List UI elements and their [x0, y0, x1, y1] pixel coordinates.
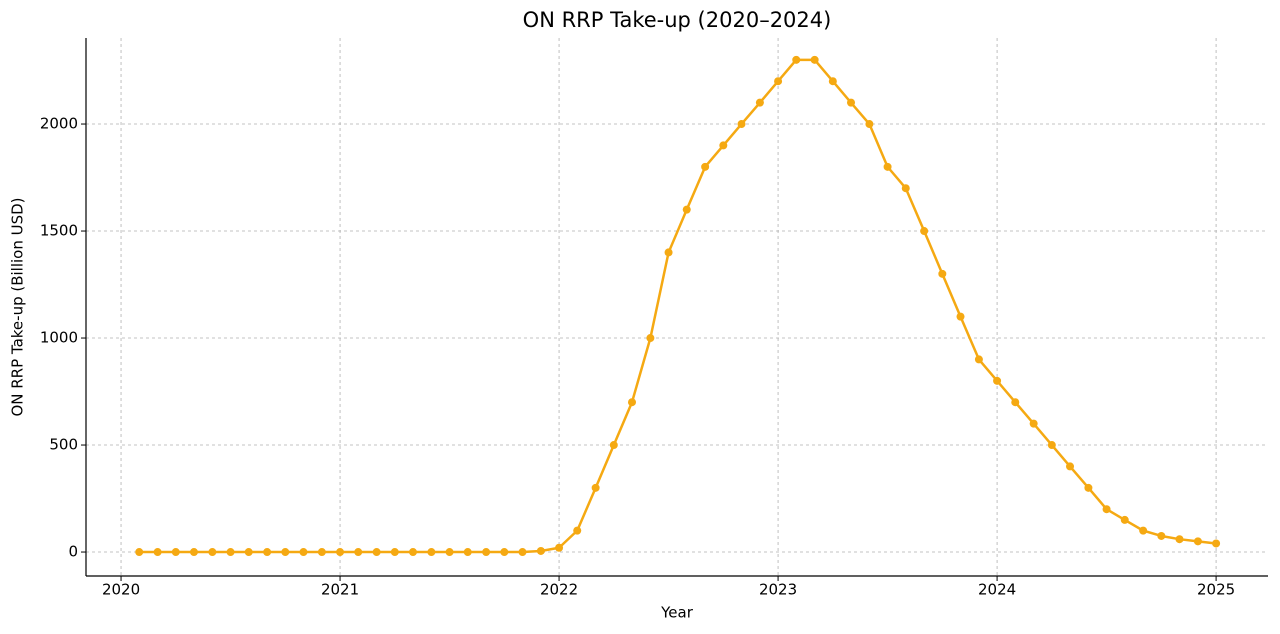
marker	[408, 548, 417, 557]
marker	[1011, 398, 1020, 407]
marker	[956, 312, 965, 321]
marker	[555, 543, 564, 552]
line	[139, 58, 1217, 554]
y-axis-label: ON RRP Take-up (Billion USD)	[9, 197, 27, 416]
chart-title: ON RRP Take-up (2020–2024)	[523, 8, 832, 32]
marker	[336, 548, 345, 557]
marker	[482, 548, 491, 557]
marker	[372, 548, 381, 557]
marker	[1175, 535, 1184, 544]
marker	[445, 548, 454, 557]
marker	[317, 548, 326, 557]
marker	[1157, 531, 1166, 540]
marker	[828, 77, 837, 86]
marker	[974, 355, 983, 364]
marker	[646, 334, 655, 343]
marker	[938, 269, 947, 278]
marker	[627, 398, 636, 407]
x-axis-label: Year	[660, 604, 694, 622]
marker	[792, 55, 801, 64]
marker	[208, 548, 217, 557]
marker	[1047, 441, 1056, 450]
marker	[719, 141, 728, 150]
marker	[390, 548, 399, 557]
marker	[664, 248, 673, 257]
marker	[883, 162, 892, 171]
marker	[226, 548, 235, 557]
marker	[263, 548, 272, 557]
x-tick-label: 2024	[978, 581, 1016, 599]
marker	[737, 120, 746, 129]
marker	[1084, 483, 1093, 492]
y-tick-label: 500	[49, 436, 78, 454]
y-tick-label: 2000	[40, 115, 78, 133]
y-tick-label: 0	[68, 543, 78, 561]
marker	[920, 227, 929, 236]
y-tick-label: 1500	[40, 222, 78, 240]
marker	[847, 98, 856, 107]
x-tick-label: 2020	[102, 581, 140, 599]
marker	[171, 548, 180, 557]
marker	[1029, 419, 1038, 428]
marker	[1066, 462, 1075, 471]
marker	[573, 526, 582, 535]
marker	[1212, 539, 1221, 548]
marker	[500, 548, 509, 557]
marker	[865, 120, 874, 129]
x-tick-label: 2021	[321, 581, 359, 599]
marker	[189, 548, 198, 557]
marker	[1120, 515, 1129, 524]
x-tick-label: 2022	[540, 581, 578, 599]
marker	[682, 205, 691, 214]
marker	[427, 548, 436, 557]
marker	[774, 77, 783, 86]
marker	[755, 98, 764, 107]
marker	[354, 548, 363, 557]
marker	[701, 162, 710, 171]
marker	[299, 548, 308, 557]
marker	[1102, 505, 1111, 514]
marker	[463, 548, 472, 557]
x-tick-label: 2025	[1197, 581, 1235, 599]
marker	[518, 548, 527, 557]
marker	[901, 184, 910, 193]
marker	[281, 548, 290, 557]
marker	[244, 548, 253, 557]
marker	[536, 546, 545, 555]
marker	[1193, 537, 1202, 546]
marker	[591, 483, 600, 492]
x-tick-label: 2023	[759, 581, 797, 599]
y-tick-label: 1000	[40, 329, 78, 347]
marker	[609, 441, 618, 450]
marker	[135, 548, 144, 557]
marker	[153, 548, 162, 557]
marker	[810, 55, 819, 64]
marker	[1139, 526, 1148, 535]
marker	[993, 376, 1002, 385]
